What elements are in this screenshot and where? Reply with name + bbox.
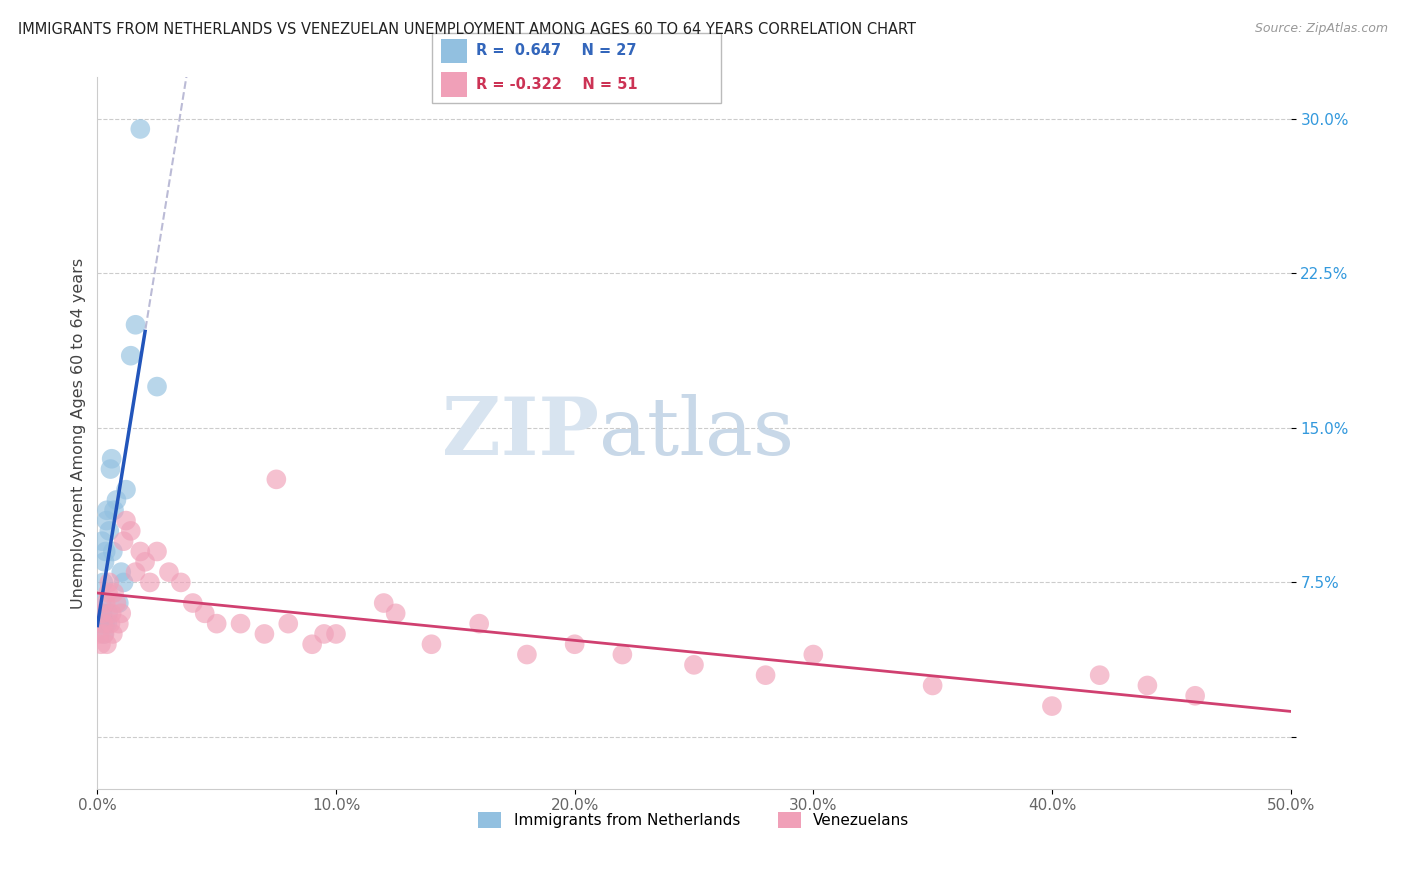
Point (157, 565, 180, 579)
FancyBboxPatch shape (440, 72, 467, 97)
Point (90, 596, 112, 610)
Point (91, 607, 114, 621)
Text: atlas: atlas (599, 394, 793, 472)
Point (90, 637, 112, 651)
Point (301, 637, 323, 651)
Point (112, 575, 135, 590)
Point (170, 575, 193, 590)
Point (801, 648, 824, 662)
Point (108, 596, 131, 610)
Point (612, 648, 634, 662)
Point (100, 462, 122, 476)
Point (129, 122, 152, 136)
Text: IMMIGRANTS FROM NETHERLANDS VS VENEZUELAN UNEMPLOYMENT AMONG AGES 60 TO 64 YEARS: IMMIGRANTS FROM NETHERLANDS VS VENEZUELA… (18, 22, 917, 37)
Point (103, 585, 125, 599)
Point (194, 607, 217, 621)
Point (229, 616, 252, 631)
Point (98, 524, 121, 538)
Legend: Immigrants from Netherlands, Venezuelans: Immigrants from Netherlands, Venezuelans (472, 806, 915, 834)
Point (98, 575, 121, 590)
FancyBboxPatch shape (432, 33, 721, 103)
Y-axis label: Unemployment Among Ages 60 to 64 years: Unemployment Among Ages 60 to 64 years (72, 258, 86, 608)
Point (139, 575, 162, 590)
Point (93, 627, 115, 641)
Point (105, 596, 128, 610)
Point (100, 451, 122, 466)
Point (755, 668, 778, 682)
Point (120, 349, 142, 363)
Point (266, 472, 288, 486)
Point (96, 503, 118, 517)
Point (420, 637, 443, 651)
Point (94, 544, 117, 558)
Point (683, 657, 706, 672)
Point (921, 678, 943, 692)
Point (108, 616, 131, 631)
Text: R =  0.647    N = 27: R = 0.647 N = 27 (477, 44, 637, 59)
Point (89, 627, 111, 641)
Point (277, 616, 299, 631)
Point (97, 607, 120, 621)
Point (91, 616, 114, 631)
Point (96, 616, 118, 631)
Text: R = -0.322    N = 51: R = -0.322 N = 51 (477, 77, 638, 92)
Point (115, 514, 138, 528)
Point (91, 575, 114, 590)
Point (468, 616, 491, 631)
Point (112, 534, 135, 549)
Point (253, 627, 276, 641)
Point (91, 534, 114, 549)
Point (205, 616, 228, 631)
Point (101, 627, 124, 641)
Text: ZIP: ZIP (441, 394, 599, 472)
FancyBboxPatch shape (440, 38, 467, 63)
Point (110, 565, 132, 579)
Point (516, 648, 538, 662)
Point (146, 544, 169, 558)
Point (94, 596, 117, 610)
Point (96, 637, 118, 651)
Point (373, 596, 395, 610)
Point (1136, 678, 1159, 692)
Point (103, 503, 125, 517)
Point (129, 544, 152, 558)
Point (100, 607, 122, 621)
Point (181, 596, 204, 610)
Point (110, 607, 132, 621)
Point (134, 555, 156, 569)
Point (564, 637, 586, 651)
Point (384, 607, 406, 621)
Point (146, 379, 169, 393)
Point (120, 524, 142, 538)
Point (124, 565, 146, 579)
Text: Source: ZipAtlas.com: Source: ZipAtlas.com (1254, 22, 1388, 36)
Point (124, 318, 146, 332)
Point (312, 627, 335, 641)
Point (97, 585, 120, 599)
Point (94, 616, 117, 631)
Point (105, 493, 128, 508)
Point (96, 514, 118, 528)
Point (100, 616, 122, 631)
Point (115, 483, 138, 497)
Point (93, 627, 115, 641)
Point (1184, 689, 1206, 703)
Point (91, 607, 114, 621)
Point (90, 616, 112, 631)
Point (101, 544, 124, 558)
Point (1040, 699, 1063, 714)
Point (1088, 668, 1111, 682)
Point (93, 555, 115, 569)
Point (325, 627, 347, 641)
